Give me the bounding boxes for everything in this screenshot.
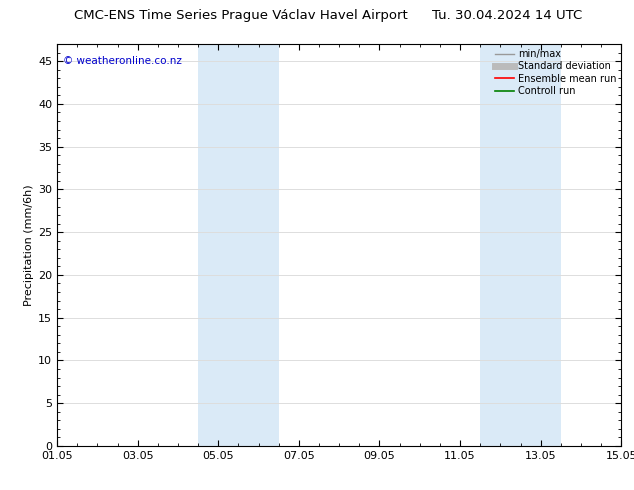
Bar xyxy=(481,44,561,446)
Text: Tu. 30.04.2024 14 UTC: Tu. 30.04.2024 14 UTC xyxy=(432,9,582,22)
Bar xyxy=(198,44,279,446)
Text: © weatheronline.co.nz: © weatheronline.co.nz xyxy=(63,56,181,66)
Text: CMC-ENS Time Series Prague Václav Havel Airport: CMC-ENS Time Series Prague Václav Havel … xyxy=(74,9,408,22)
Legend: min/max, Standard deviation, Ensemble mean run, Controll run: min/max, Standard deviation, Ensemble me… xyxy=(491,45,620,100)
Y-axis label: Precipitation (mm/6h): Precipitation (mm/6h) xyxy=(24,184,34,306)
